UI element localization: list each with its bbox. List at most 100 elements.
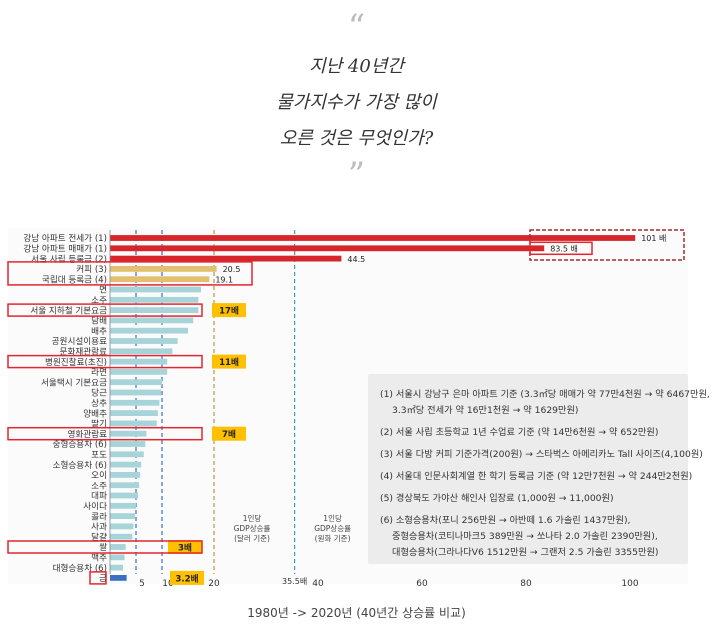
- category-label-32: 대형승용차 (6): [53, 563, 107, 574]
- bar-20: [110, 441, 146, 447]
- x-tick-6: 100: [621, 579, 638, 589]
- quote-line-2: 물가지수가 가장 많이: [276, 92, 437, 113]
- highlight-badge-12: [212, 354, 246, 369]
- category-label-20: 중형승용차 (6): [53, 439, 107, 450]
- category-label-29: 달걀: [91, 531, 107, 543]
- category-label-23: 오이: [91, 470, 107, 481]
- box-movie: [7, 426, 203, 441]
- reference-label-2-c: (달러 기준): [234, 534, 270, 543]
- legend-line-8: 중형승용차(코티나마크5 389만원 → 쏘나타 2.0 가솔린 2390만원)…: [392, 531, 658, 542]
- highlight-text-30: 3배: [178, 542, 192, 554]
- legend-line-3: (2) 서울 사립 초등학교 1년 수업료 기준 (약 14만6천원 → 약 6…: [380, 427, 659, 438]
- category-label-21: 포도: [91, 451, 107, 461]
- bar-2: [110, 255, 342, 262]
- category-label-8: 담배: [91, 315, 107, 327]
- category-label-10: 공원시설이용료: [52, 336, 107, 347]
- x-tick-3: 40: [312, 579, 324, 589]
- category-label-19: 영화관람료: [67, 429, 107, 440]
- highlight-badge-33: [170, 570, 204, 585]
- bar-28: [110, 523, 134, 530]
- box-subway: [7, 303, 203, 317]
- x-tick-1: 10: [162, 579, 174, 589]
- bar-17: [110, 410, 158, 416]
- bar-9: [110, 327, 188, 334]
- legend-box: [368, 374, 688, 564]
- x-tick-4: 60: [416, 579, 428, 589]
- bar-22: [110, 461, 142, 468]
- bar-10: [110, 338, 178, 344]
- bar-27: [110, 513, 135, 519]
- category-label-28: 사과: [91, 522, 107, 533]
- bar-8: [110, 317, 194, 324]
- highlight-text-33: 3.2배: [175, 572, 198, 584]
- bar-26: [110, 502, 136, 509]
- highlight-badge-7: [212, 303, 246, 318]
- bar-3: [110, 266, 217, 272]
- box-coffee-tuition: [7, 261, 253, 286]
- bar-4: [110, 276, 210, 283]
- bar-19: [110, 430, 147, 437]
- value-label-4: 19.1: [215, 275, 233, 284]
- legend-line-2: 3.3㎡당 전세가 약 16만1천원 → 약 1629만원): [392, 405, 579, 416]
- category-label-2: 서울 사립 등록금 (2): [31, 254, 107, 265]
- reference-label-3-c: (원화 기준): [315, 534, 351, 543]
- category-label-15: 당근: [91, 388, 107, 399]
- category-label-4: 국립대 등록금 (4): [42, 274, 107, 285]
- category-label-14: 서울택시 기본요금: [41, 377, 107, 388]
- x-tick-2: 20: [208, 579, 220, 589]
- bar-0: [110, 235, 636, 241]
- bar-24: [110, 482, 140, 489]
- bar-16: [110, 399, 160, 406]
- bar-30: [110, 544, 126, 550]
- category-label-12: 병원진찰료(초진): [45, 357, 107, 368]
- reference-label-3-a: 1인당: [323, 513, 342, 523]
- box-top-values: [529, 229, 685, 261]
- bar-13: [110, 369, 168, 375]
- reference-label-3-b: GDP상승률: [314, 523, 351, 533]
- category-label-1: 강남 아파트 매매가 (1): [23, 244, 107, 255]
- category-label-24: 소주: [91, 480, 107, 491]
- bar-29: [110, 533, 133, 540]
- bar-31: [110, 554, 125, 561]
- box-83-5: [529, 241, 593, 256]
- bar-11: [110, 348, 173, 355]
- box-hospital: [7, 354, 203, 369]
- category-label-9: 배추: [91, 326, 107, 337]
- category-label-3: 커피 (3): [76, 264, 107, 275]
- x-tick-5: 80: [520, 579, 532, 589]
- bar-1: [110, 245, 545, 252]
- category-label-22: 소형승용차 (6): [53, 460, 107, 471]
- reference-label-2-a: 1인당: [243, 513, 262, 523]
- quote-line-3: 오른 것은 무엇인가?: [279, 128, 434, 149]
- bar-21: [110, 451, 144, 458]
- reference-label-2-b: GDP상승률: [234, 523, 271, 533]
- value-label-1: 83.5 배: [550, 245, 578, 254]
- box-rice: [7, 540, 203, 554]
- category-label-30: 쌀: [99, 542, 107, 553]
- legend-line-6: (5) 경상북도 가야산 해인사 입장료 (1,000원 → 11,000원): [380, 493, 614, 504]
- bar-18: [110, 420, 157, 427]
- quote-line-1: 지난 40년간: [309, 56, 404, 77]
- value-label-3: 20.5: [223, 265, 241, 274]
- x-tick-0: 5: [139, 579, 145, 589]
- highlight-badge-19: [212, 426, 246, 441]
- bar-32: [110, 564, 123, 571]
- category-label-13: 라면: [91, 367, 107, 378]
- bar-14: [110, 379, 162, 386]
- category-label-6: 소주: [91, 295, 107, 306]
- box-gold: [89, 571, 107, 585]
- category-label-31: 맥주: [91, 553, 107, 564]
- category-label-17: 양배추: [83, 408, 107, 419]
- category-label-16: 상추: [91, 398, 107, 409]
- bar-33: [110, 575, 127, 581]
- highlight-text-7: 17배: [219, 305, 239, 317]
- bar-6: [110, 296, 199, 303]
- bar-12: [110, 358, 168, 365]
- bar-5: [110, 286, 201, 293]
- category-label-5: 면: [99, 285, 107, 296]
- highlight-badge-30: [168, 540, 202, 554]
- category-label-11: 문화재관람료: [60, 347, 108, 358]
- legend-line-9: 대형승용차(그라나다V6 1512만원 → 그랜저 2.5 가솔린 3355만원…: [392, 547, 659, 558]
- highlight-text-19: 7배: [222, 428, 236, 440]
- highlight-text-12: 11배: [219, 356, 239, 368]
